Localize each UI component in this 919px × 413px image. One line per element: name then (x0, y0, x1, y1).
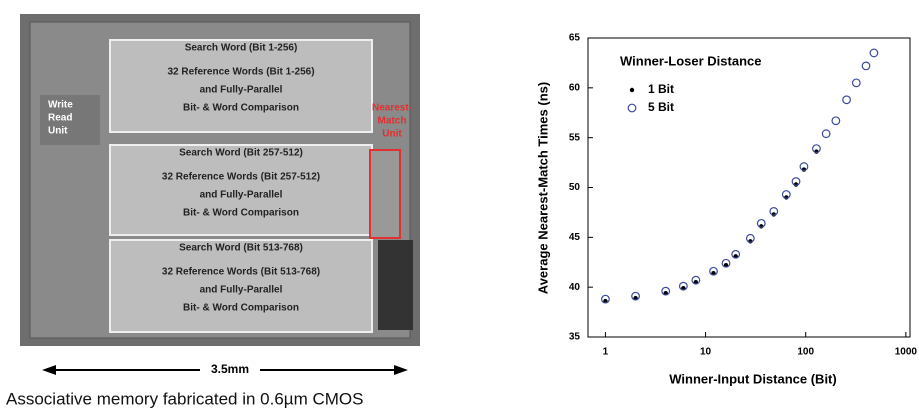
block-line: and Fully-Parallel (200, 285, 283, 296)
unit-label: Read (48, 113, 72, 124)
unit-label: Write (48, 100, 73, 111)
page: {"photo": { "blocks": [ {"header": "Sear… (0, 0, 919, 413)
match-label: Nearest- (372, 103, 412, 114)
block-line: Bit- & Word Comparison (183, 303, 299, 314)
legend-label: 1 Bit (648, 82, 674, 96)
block-line: 32 Reference Words (Bit 1-256) (167, 67, 314, 78)
block-line: 32 Reference Words (Bit 513-768) (162, 267, 320, 278)
legend-label: 5 Bit (648, 100, 674, 114)
y-tick-label: 60 (569, 82, 581, 93)
block-line: Bit- & Word Comparison (183, 103, 299, 114)
match-label: Unit (382, 129, 402, 140)
legend-marker (628, 104, 636, 112)
x-axis-label: Winner-Input Distance (Bit) (669, 371, 836, 386)
point (862, 62, 870, 70)
match-unit-box (370, 150, 400, 238)
x-tick-label: 100 (797, 347, 814, 358)
scale-label: 3.5mm (211, 362, 249, 376)
block-header: Search Word (Bit 513-768) (179, 243, 303, 254)
point (843, 96, 851, 104)
caption: Associative memory fabricated in 0.6µm C… (6, 389, 363, 408)
point (832, 117, 840, 125)
match-label: Match (378, 116, 407, 127)
block-line: 32 Reference Words (Bit 257-512) (162, 172, 320, 183)
block-header: Search Word (Bit 257-512) (179, 148, 303, 159)
block-line: and Fully-Parallel (200, 190, 283, 201)
y-tick-label: 40 (569, 282, 581, 293)
point (852, 79, 860, 87)
point (870, 49, 878, 57)
y-tick-label: 65 (569, 33, 581, 44)
dark-area (378, 240, 413, 330)
figure: 3.5mm Associative memory fabricated in 0… (0, 0, 919, 413)
block-line: Bit- & Word Comparison (183, 208, 299, 219)
block-line: and Fully-Parallel (200, 85, 283, 96)
x-tick-label: 1000 (895, 347, 918, 358)
legend-title: Winner-Loser Distance (620, 53, 761, 68)
x-tick-label: 1 (603, 347, 609, 358)
unit-label: Unit (48, 126, 68, 137)
y-tick-label: 35 (569, 332, 581, 343)
block-header: Search Word (Bit 1-256) (185, 43, 298, 54)
x-tick-label: 10 (700, 347, 712, 358)
y-tick-label: 50 (569, 182, 581, 193)
y-tick-label: 45 (569, 232, 581, 243)
y-axis-label: Average Nearest-Match Times (ns) (535, 82, 550, 294)
y-tick-label: 55 (569, 132, 581, 143)
point (822, 130, 830, 138)
legend-marker (630, 88, 634, 92)
